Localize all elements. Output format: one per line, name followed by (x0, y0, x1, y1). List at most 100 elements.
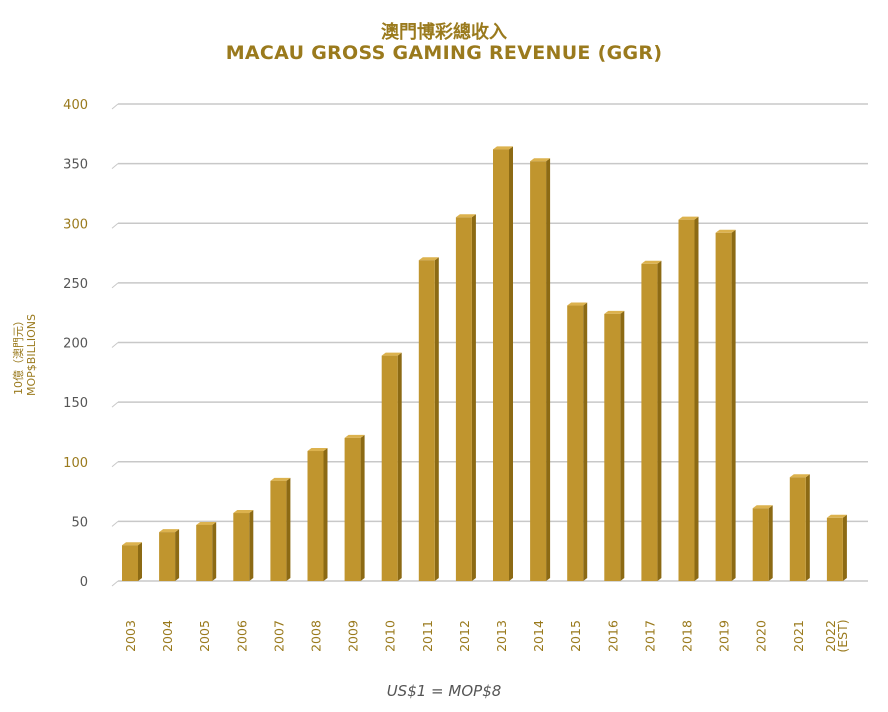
bar-side (323, 448, 328, 581)
x-tick-label: 2004 (160, 620, 175, 652)
bar-front (604, 313, 621, 581)
y-tick-label: 50 (71, 515, 88, 530)
x-tick-label: 2015 (568, 620, 583, 652)
gridline-bevel-200 (111, 342, 119, 348)
bar-front (789, 477, 806, 581)
bar-side (657, 260, 662, 581)
bar-front (641, 263, 658, 581)
bar-side (546, 158, 551, 582)
bar-2013 (493, 146, 513, 581)
bar-front (715, 232, 732, 582)
y-axis-title-english: MOP$BILLIONS (25, 314, 38, 396)
x-tick-label: 2003 (123, 620, 138, 652)
bar-2007 (270, 477, 291, 581)
x-tick-label: 2011 (420, 620, 435, 652)
bar-front (233, 513, 250, 581)
x-tick-label: 2021 (791, 620, 806, 652)
bar-side (249, 510, 254, 581)
chart-title-chinese: 澳門博彩總收入 (381, 22, 507, 43)
bar-side (842, 514, 847, 581)
bar-side (397, 352, 402, 581)
bar-top (641, 260, 662, 264)
x-tick-label-line: 2006 (234, 620, 249, 652)
x-tick-label-line: 2022 (823, 620, 838, 652)
x-tick-label: 2020 (754, 620, 769, 652)
gridline-bevel-50 (111, 520, 119, 527)
gridline-bevel-400 (111, 103, 119, 110)
x-tick-label-line: 2009 (346, 620, 361, 652)
bar-2020 (752, 505, 773, 581)
bar-front (752, 508, 769, 581)
bar-2022-est- (826, 514, 847, 581)
bar-2005 (196, 521, 217, 581)
bar-2008 (307, 448, 328, 581)
bar-front (159, 532, 176, 581)
x-tick-label: 2010 (383, 620, 398, 652)
bar-side (694, 216, 699, 582)
bar-top (159, 529, 180, 533)
bar-side (620, 310, 625, 581)
bar-2017 (641, 260, 662, 581)
x-tick-label: 2012 (457, 620, 472, 652)
bar-2003 (122, 542, 142, 581)
bar-front (826, 517, 843, 581)
bar-front (122, 545, 138, 581)
bar-2010 (381, 352, 402, 581)
bar-front (270, 480, 287, 581)
y-tick-label: 100 (63, 456, 88, 471)
x-tick-label: 2022(EST) (823, 619, 850, 652)
x-tick-label-line: 2020 (754, 620, 769, 652)
bar-side (768, 505, 773, 581)
x-tick-label: 2016 (605, 620, 620, 652)
gridline-bevel-300 (111, 222, 119, 229)
y-axis-title: 10億（澳門元） MOP$BILLIONS (12, 290, 38, 420)
bar-front (418, 260, 435, 581)
gridline-bevel-0 (111, 580, 119, 587)
x-tick-label-line: 2008 (309, 620, 324, 652)
bar-2004 (159, 529, 180, 581)
bar-front (493, 149, 509, 581)
bar-2018 (678, 216, 699, 582)
x-tick-label-line: 2014 (531, 620, 546, 652)
bar-top (715, 229, 736, 233)
bar-side (360, 434, 365, 581)
y-tick-label: 300 (63, 217, 88, 232)
y-tick-label: 0 (80, 575, 88, 590)
bar-side (212, 521, 217, 581)
bar-2012 (455, 214, 476, 581)
bar-front (567, 305, 584, 581)
y-tick-label: 350 (63, 158, 88, 173)
bar-top (196, 521, 217, 525)
bar-front (455, 217, 472, 581)
bar-top (455, 214, 476, 218)
bar-front (307, 451, 324, 581)
x-tick-label-line: 2007 (271, 620, 286, 652)
bar-top (418, 257, 439, 261)
y-tick-label: 250 (63, 277, 88, 292)
x-tick-label: 2017 (642, 620, 657, 652)
gridline-bevel-350 (111, 163, 119, 170)
currency-footnote: US$1 = MOP$8 (386, 682, 502, 700)
bar-top (789, 474, 810, 478)
bar-2016 (604, 310, 625, 581)
x-tick-label: 2014 (531, 620, 546, 652)
bar-front (381, 355, 398, 581)
x-tick-label-line: 2019 (717, 620, 732, 652)
x-tick-label-line: 2015 (568, 620, 583, 652)
bar-2006 (233, 510, 254, 581)
x-tick-label-line: 2016 (605, 620, 620, 652)
bar-top (752, 505, 773, 509)
bar-side (583, 302, 588, 581)
x-tick-label-line: 2003 (123, 620, 138, 652)
x-tick-label: 2009 (346, 620, 361, 652)
chart-title-english: MACAU GROSS GAMING REVENUE (GGR) (225, 42, 663, 64)
x-tick-label: 2018 (680, 620, 695, 652)
bar-side (805, 474, 810, 581)
x-tick-label-line: (EST) (835, 619, 850, 652)
bar-side (731, 229, 736, 582)
bar-top (344, 434, 365, 438)
bar-top (567, 302, 588, 306)
x-tick-label-line: 2013 (494, 620, 509, 652)
bar-top (381, 352, 402, 356)
